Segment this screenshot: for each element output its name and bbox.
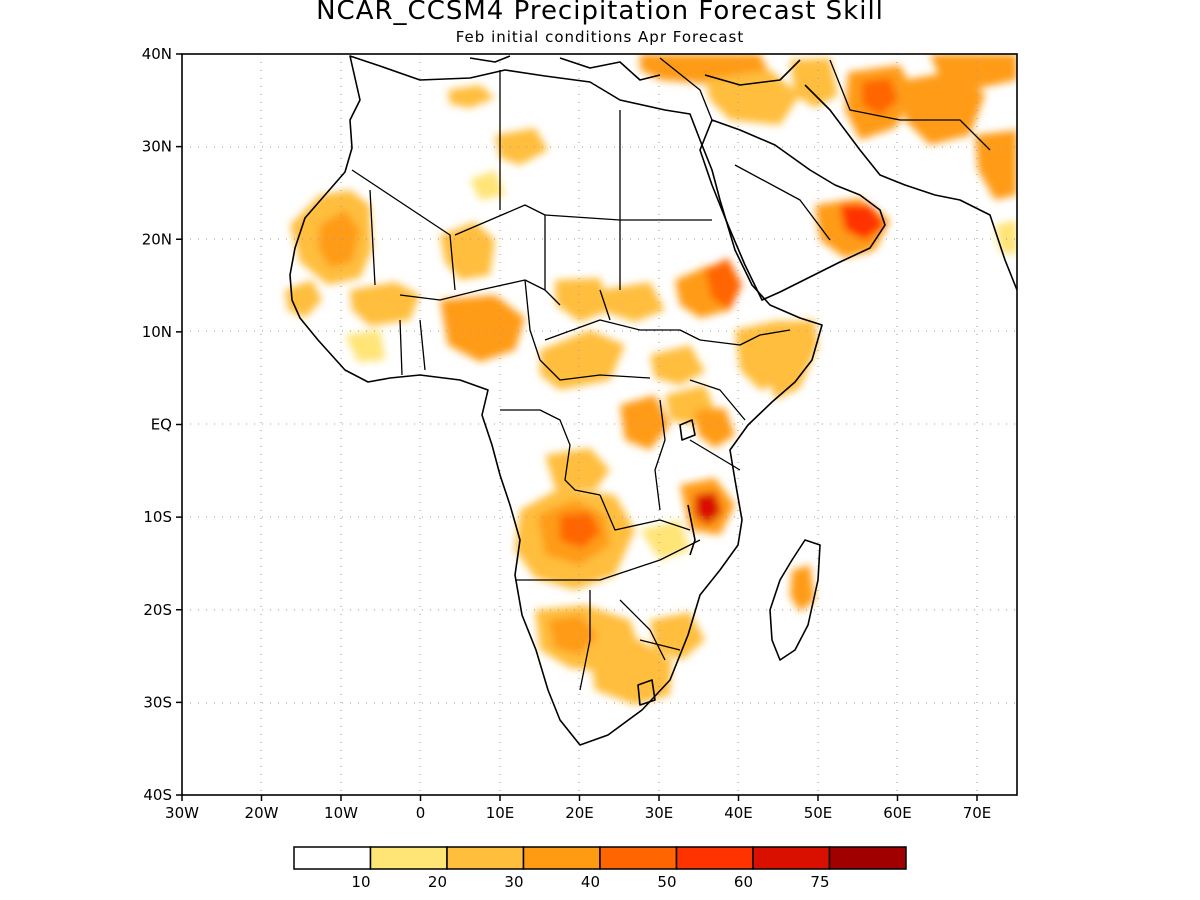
skill-area-south-sudan bbox=[650, 345, 705, 385]
skill-area-namibia-core bbox=[548, 615, 598, 655]
y-tick-label: EQ bbox=[151, 416, 172, 434]
skill-area-angola-core bbox=[560, 512, 600, 548]
x-tick-label: 40E bbox=[724, 804, 753, 822]
colorbar-swatch bbox=[369, 846, 448, 870]
x-tick-label: 10E bbox=[486, 804, 515, 822]
y-tick-label: 10S bbox=[143, 508, 172, 526]
y-tick-label: 20N bbox=[142, 230, 172, 248]
colorbar-swatch bbox=[446, 846, 525, 870]
colorbar-swatch bbox=[675, 846, 754, 870]
coastlines bbox=[289, 55, 1017, 746]
skill-area-south-africa bbox=[590, 640, 672, 705]
colorbar-swatch bbox=[752, 846, 831, 870]
skill-area-libya bbox=[495, 128, 548, 165]
skill-area-senegal bbox=[285, 280, 322, 318]
skill-area-sahel-west bbox=[350, 282, 420, 326]
y-tick-label: 30S bbox=[143, 693, 172, 711]
colorbar-swatch bbox=[522, 846, 601, 870]
colorbar-swatch bbox=[293, 846, 372, 870]
x-tick-label: 0 bbox=[416, 804, 426, 822]
map-title: NCAR_CCSM4 Precipitation Forecast Skill bbox=[316, 0, 884, 26]
x-tick-label: 70E bbox=[963, 804, 992, 822]
skill-area-nigeria-core bbox=[462, 308, 510, 345]
map-subtitle: Feb initial conditions Apr Forecast bbox=[455, 28, 745, 46]
colorbar-label: 60 bbox=[734, 873, 753, 891]
x-tick-label: 50E bbox=[804, 804, 833, 822]
colorbar-label: 50 bbox=[657, 873, 676, 891]
x-tick-label: 30E bbox=[645, 804, 674, 822]
x-axis-ticks: 30W 20W 10W 0 10E 20E 30E 40E 50E 60E 70E bbox=[165, 795, 991, 822]
colorbar-swatch bbox=[599, 846, 678, 870]
y-tick-label: 40N bbox=[142, 45, 172, 63]
skill-area-car bbox=[540, 330, 625, 390]
skill-area-kenya bbox=[695, 408, 735, 448]
y-tick-label: 10N bbox=[142, 323, 172, 341]
colorbar-swatch bbox=[828, 846, 907, 870]
colorbar-label: 20 bbox=[428, 873, 447, 891]
skill-area-morocco bbox=[448, 85, 495, 108]
colorbar: 10 20 30 40 50 60 75 bbox=[293, 846, 907, 891]
skill-area-oman-core bbox=[840, 205, 885, 240]
colorbar-label: 40 bbox=[581, 873, 600, 891]
colorbar-label: 75 bbox=[810, 873, 829, 891]
x-tick-label: 10W bbox=[324, 804, 358, 822]
skill-area-iran-core bbox=[862, 78, 898, 115]
y-tick-label: 30N bbox=[142, 138, 172, 156]
y-tick-label: 40S bbox=[143, 786, 172, 804]
skill-area-zambia bbox=[640, 520, 690, 560]
skill-area-afghanistan bbox=[905, 70, 985, 145]
skill-area-algeria bbox=[470, 170, 505, 200]
skill-area-chad bbox=[555, 278, 610, 322]
skill-area-ghana bbox=[345, 330, 385, 362]
skill-area-madagascar bbox=[790, 565, 815, 612]
skill-area-mauritania-core bbox=[318, 210, 360, 268]
y-tick-label: 20S bbox=[143, 601, 172, 619]
y-axis-ticks: 40N 30N 20N 10N EQ 10S 20S 30S 40S bbox=[142, 45, 182, 804]
skill-area-tanzania-core bbox=[695, 492, 722, 525]
skill-area-caspian bbox=[790, 58, 838, 108]
colorbar-label: 30 bbox=[504, 873, 523, 891]
skill-area-iraq bbox=[705, 70, 800, 125]
skill-area-central-asia bbox=[930, 54, 1017, 88]
skill-area-niger-north bbox=[440, 222, 495, 280]
x-tick-label: 60E bbox=[883, 804, 912, 822]
skill-area-congo-north bbox=[620, 395, 670, 450]
skill-area-sudan bbox=[600, 282, 665, 322]
skill-area-somalia bbox=[768, 320, 818, 400]
x-tick-label: 20E bbox=[565, 804, 594, 822]
x-tick-label: 20W bbox=[245, 804, 279, 822]
skill-area-congo-west bbox=[545, 448, 610, 490]
skill-area-eritrea bbox=[705, 258, 742, 310]
x-tick-label: 30W bbox=[165, 804, 199, 822]
skill-field bbox=[285, 54, 1017, 705]
colorbar-label: 10 bbox=[351, 873, 370, 891]
